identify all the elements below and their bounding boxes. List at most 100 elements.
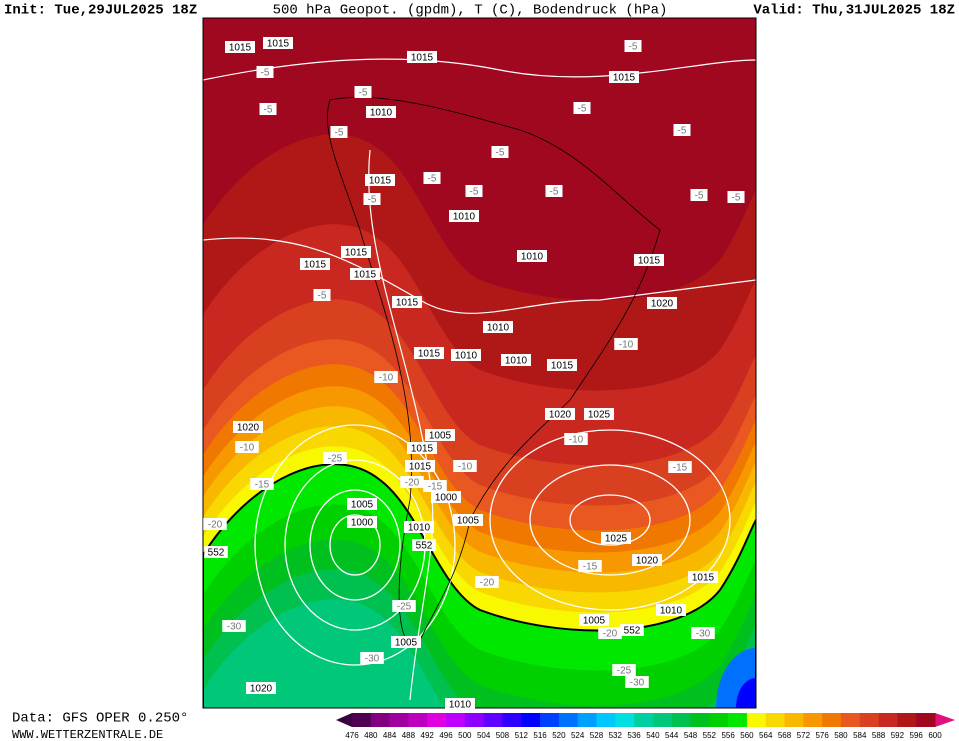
colorbar-swatch [822, 713, 842, 727]
isobar [309, 489, 401, 601]
colorbar-tick-label: 600 [928, 731, 942, 740]
contour-label: -5 [318, 291, 327, 302]
contour-label: 1015 [354, 270, 377, 281]
label-box [475, 576, 499, 588]
label-box [517, 250, 547, 262]
label-box [584, 408, 614, 420]
height-band [736, 678, 756, 708]
contour-label: 1025 [588, 410, 611, 421]
colorbar-swatch [596, 713, 616, 727]
colorbar-tick-label: 536 [627, 731, 641, 740]
label-box [573, 102, 591, 114]
label-box [620, 624, 644, 636]
contour-label: 1000 [435, 493, 458, 504]
colorbar-swatch [784, 713, 804, 727]
contour-label: 1010 [453, 212, 476, 223]
contour-label: 1015 [267, 39, 290, 50]
contour-label: 1015 [638, 256, 661, 267]
label-box [601, 532, 631, 544]
label-box [407, 51, 437, 63]
contour-label: 1005 [457, 516, 480, 527]
contour-label: 1020 [651, 299, 674, 310]
colorbar-swatch [803, 713, 823, 727]
label-box [453, 460, 477, 472]
colorbar-tick-label: 548 [684, 731, 698, 740]
label-box [412, 539, 436, 551]
map-frame [202, 17, 757, 709]
contour-label: -10 [379, 373, 394, 384]
colorbar-swatch [746, 713, 767, 727]
colorbar-tick-label: 500 [458, 731, 472, 740]
isobar [569, 494, 651, 546]
label-box [453, 514, 483, 526]
colorbar-tick-label: 568 [778, 731, 792, 740]
label-box [391, 636, 421, 648]
label-box [392, 600, 416, 612]
label-box [545, 185, 563, 197]
contour-label: -5 [261, 68, 270, 79]
colorbar-tick-label: 580 [834, 731, 848, 740]
label-box [222, 620, 246, 632]
height-band [203, 599, 756, 708]
contour-label: -5 [732, 193, 741, 204]
label-box [688, 571, 718, 583]
contour-label: 1015 [613, 73, 636, 84]
isobar [489, 429, 731, 611]
label-box [400, 476, 424, 488]
colorbar-swatch [502, 713, 522, 727]
label-box [233, 421, 263, 433]
contour-label: 1000 [351, 518, 374, 529]
label-box [235, 441, 259, 453]
colorbar-swatch [709, 713, 729, 727]
colorbar-tick-label: 560 [740, 731, 754, 740]
label-box [451, 349, 481, 361]
colorbar-swatch [690, 713, 710, 727]
colorbar-tick-label: 492 [421, 731, 435, 740]
contour-label: 1015 [369, 176, 392, 187]
contour-552 [203, 463, 756, 708]
isobar [203, 58, 756, 81]
label-box [341, 246, 371, 258]
colorbar-tick-label: 480 [364, 731, 378, 740]
colorbar-tick-label: 520 [552, 731, 566, 740]
label-box [392, 296, 422, 308]
contour-label: 1005 [351, 500, 374, 511]
contour-label: 1010 [521, 252, 544, 263]
contour-label: -30 [227, 622, 242, 633]
label-box [431, 491, 461, 503]
contour-label: -20 [405, 478, 420, 489]
contour-label: -10 [458, 462, 473, 473]
colorbar-swatch [483, 713, 503, 727]
contour-label: 1010 [505, 356, 528, 367]
label-box [323, 452, 347, 464]
contour-label: 1015 [229, 43, 252, 54]
label-box [404, 521, 434, 533]
label-box [465, 185, 483, 197]
contour-label: 1010 [660, 606, 683, 617]
colorbar-tick-label: 572 [797, 731, 811, 740]
contour-label: -15 [428, 482, 443, 493]
contour-label: 552 [416, 541, 433, 552]
contour-label: 1015 [345, 248, 368, 259]
colorbar-tick-label: 596 [910, 731, 924, 740]
map-labels: 1015 1015 1015 1015 1010 1015 1010 1010 1015 1015… [203, 37, 745, 711]
label-box [313, 289, 331, 301]
colorbar-tick-label: 528 [590, 731, 604, 740]
colorbar-swatch [916, 713, 936, 727]
label-box [204, 546, 228, 558]
isobar [254, 424, 456, 666]
contour-label: 1015 [418, 349, 441, 360]
map [203, 18, 756, 708]
colorbar-tick-label: 476 [345, 731, 359, 740]
colorbar-tick-label: 508 [496, 731, 510, 740]
contour-label: -25 [328, 454, 343, 465]
contour-label: 1015 [409, 462, 432, 473]
contour-label: 1015 [411, 444, 434, 455]
contour-label: 1010 [449, 700, 472, 711]
contour-label: -5 [335, 128, 344, 139]
contour-label: -10 [240, 443, 255, 454]
contour-label: -20 [208, 520, 223, 531]
label-box [634, 254, 664, 266]
colorbar-tick-label: 588 [872, 731, 886, 740]
contour-label: -5 [264, 105, 273, 116]
